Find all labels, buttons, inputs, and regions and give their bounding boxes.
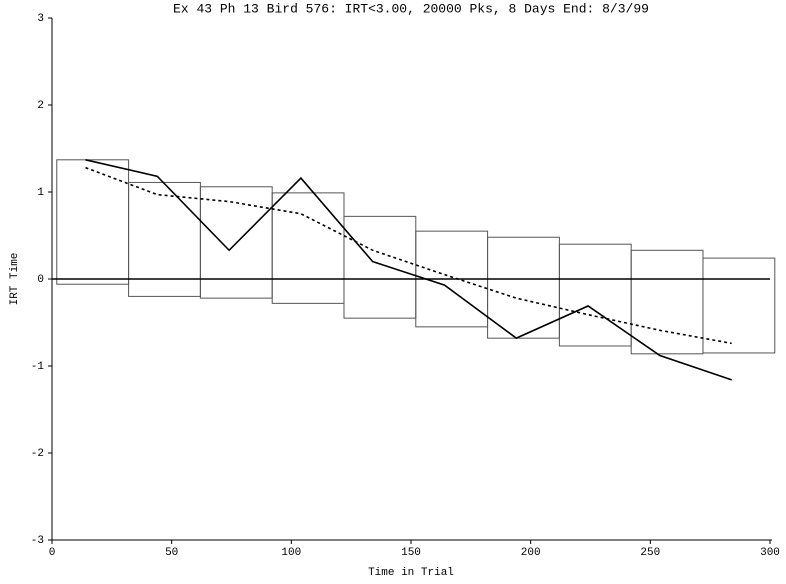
chart-title: Ex 43 Ph 13 Bird 576: IRT<3.00, 20000 Pk…	[173, 1, 649, 16]
x-tick-label: 200	[521, 547, 541, 559]
box	[56, 159, 130, 285]
x-tick-label: 100	[281, 547, 301, 559]
y-tick-label: -2	[31, 448, 44, 460]
line	[85, 159, 732, 381]
y-tick-label: 0	[37, 274, 44, 286]
x-tick-label: 0	[49, 547, 56, 559]
box	[558, 243, 632, 347]
y-tick-label: -1	[31, 361, 45, 373]
y-tick-label: 1	[37, 187, 44, 199]
x-axis-label: Time in Trial	[368, 567, 454, 579]
x-tick-label: 50	[165, 547, 178, 559]
box	[702, 257, 776, 354]
y-tick-label: -3	[31, 535, 44, 547]
x-tick-label: 300	[760, 547, 780, 559]
line	[85, 166, 732, 345]
x-tick-label: 150	[401, 547, 421, 559]
x-tick-label: 250	[640, 547, 660, 559]
box	[343, 215, 417, 319]
y-tick-label: 2	[37, 100, 44, 112]
box	[630, 249, 704, 355]
y-axis-label: IRT Time	[9, 253, 21, 306]
y-tick-label: 3	[37, 13, 44, 25]
box	[271, 192, 345, 304]
